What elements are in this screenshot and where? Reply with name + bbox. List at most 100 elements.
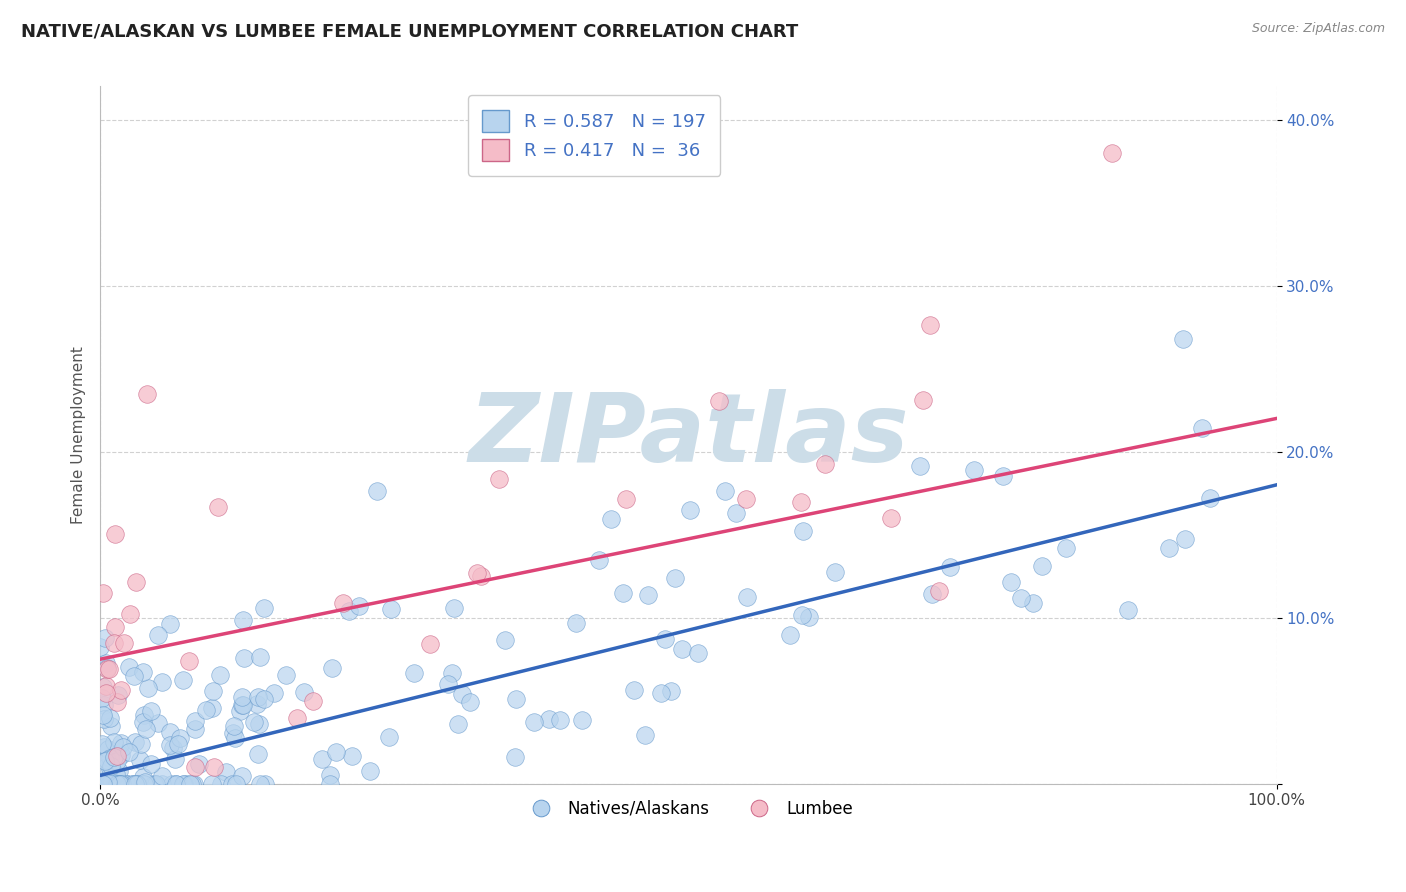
Point [650,686,672,700]
Point [93,713,115,727]
Point [1022,596,1045,610]
Point [141,756,163,771]
Point [359,764,381,778]
Point [98,777,121,791]
Point [243,715,266,730]
Point [124,735,146,749]
Point [1031,559,1053,574]
Point [790,495,813,509]
Point [505,750,527,764]
Point [90,737,112,751]
Point [1174,532,1197,546]
Point [318,768,340,782]
Point [340,749,363,764]
Point [159,616,181,631]
Point [366,483,388,498]
Point [523,714,546,729]
Point [94,755,117,769]
Point [311,752,333,766]
Point [135,722,157,736]
Point [824,565,846,579]
Point [215,765,238,780]
Text: ZIPatlas: ZIPatlas [468,389,908,482]
Point [112,636,135,650]
Point [249,650,271,665]
Point [1159,541,1181,555]
Point [225,777,247,791]
Point [404,665,426,680]
Point [96,753,118,767]
Point [104,526,127,541]
Point [814,457,837,471]
Point [90,777,112,791]
Point [319,777,342,791]
Point [443,600,465,615]
Point [790,607,813,622]
Point [494,633,516,648]
Point [176,777,198,791]
Point [172,673,194,687]
Point [285,711,308,725]
Point [302,694,325,708]
Point [232,698,254,712]
Point [136,386,159,401]
Point [93,631,115,645]
Point [127,777,149,791]
Point [614,491,637,506]
Point [1101,145,1123,160]
Point [145,777,167,791]
Point [129,753,152,767]
Point [349,599,371,613]
Point [162,777,184,791]
Point [108,777,131,791]
Point [565,615,588,630]
Point [181,777,204,791]
Point [735,491,758,506]
Point [1116,602,1139,616]
Point [136,681,159,695]
Point [183,760,205,774]
Point [550,713,572,727]
Point [470,568,492,582]
Point [122,777,145,791]
Point [159,725,181,739]
Point [150,675,173,690]
Point [103,734,125,748]
Point [165,752,187,766]
Point [108,777,131,791]
Point [671,642,693,657]
Point [98,662,121,676]
Text: Source: ZipAtlas.com: Source: ZipAtlas.com [1251,22,1385,36]
Point [709,393,731,408]
Point [664,571,686,585]
Point [207,500,229,515]
Point [103,619,125,633]
Point [963,462,986,476]
Point [378,730,401,744]
Point [1054,541,1077,555]
Point [103,636,125,650]
Legend: Natives/Alaskans, Lumbee: Natives/Alaskans, Lumbee [517,793,859,824]
Point [91,691,114,706]
Point [247,716,270,731]
Point [122,669,145,683]
Point [202,760,225,774]
Point [908,458,931,473]
Point [465,566,488,581]
Point [612,586,634,600]
Point [623,682,645,697]
Y-axis label: Female Unemployment: Female Unemployment [72,346,86,524]
Point [735,590,758,604]
Point [110,777,132,791]
Point [321,661,343,675]
Point [253,692,276,706]
Point [202,683,225,698]
Point [325,744,347,758]
Point [107,777,129,791]
Point [337,604,360,618]
Point [100,758,122,772]
Point [184,714,207,729]
Point [94,656,117,670]
Point [167,737,190,751]
Point [209,777,232,791]
